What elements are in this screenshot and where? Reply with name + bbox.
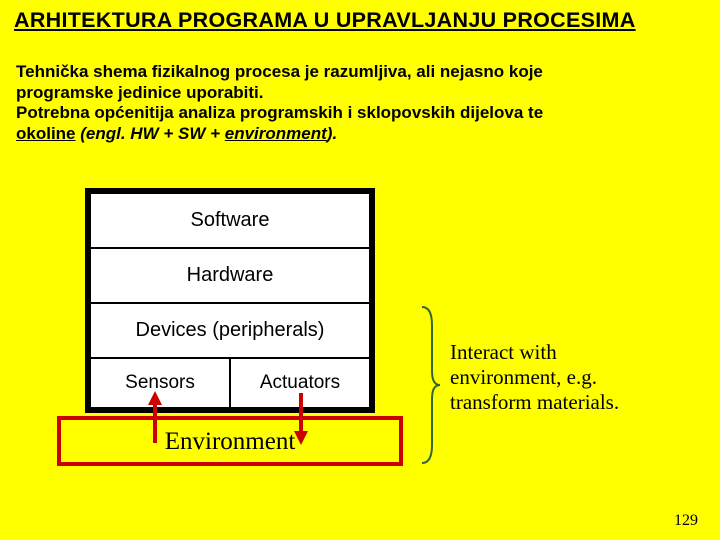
brace-icon — [418, 305, 442, 465]
actuator-arrow-shaft — [299, 393, 303, 433]
interact-line1: Interact with — [450, 340, 557, 364]
sensor-arrow-shaft — [153, 403, 157, 443]
para-line2: programske jedinice uporabiti. — [16, 83, 264, 102]
interact-caption: Interact with environment, e.g. transfor… — [450, 340, 619, 416]
slide-title: ARHITEKTURA PROGRAMA U UPRAVLJANJU PROCE… — [14, 8, 636, 33]
layer-software: Software — [91, 194, 369, 247]
para-line3: Potrebna općenitija analiza programskih … — [16, 103, 543, 122]
sensor-arrow-head-icon — [148, 391, 162, 405]
layer-hardware: Hardware — [91, 247, 369, 302]
layer-stack-diagram: Software Hardware Devices (peripherals) … — [85, 188, 375, 413]
para-okoline: okoline — [16, 124, 76, 143]
actuator-arrow-head-icon — [294, 431, 308, 445]
interact-line3: transform materials. — [450, 390, 619, 414]
layer-sensors-actuators: Sensors Actuators — [91, 357, 369, 407]
para-line1: Tehnička shema fizikalnog procesa je raz… — [16, 62, 543, 81]
layer-devices: Devices (peripherals) — [91, 302, 369, 357]
para-engl-close: ). — [327, 124, 337, 143]
environment-box: Environment — [57, 416, 403, 466]
para-engl-open: (engl. HW + SW + — [76, 124, 225, 143]
interact-line2: environment, e.g. — [450, 365, 597, 389]
page-number: 129 — [674, 512, 698, 530]
para-environment-word: environment — [225, 124, 327, 143]
body-paragraph: Tehnička shema fizikalnog procesa je raz… — [16, 62, 700, 145]
